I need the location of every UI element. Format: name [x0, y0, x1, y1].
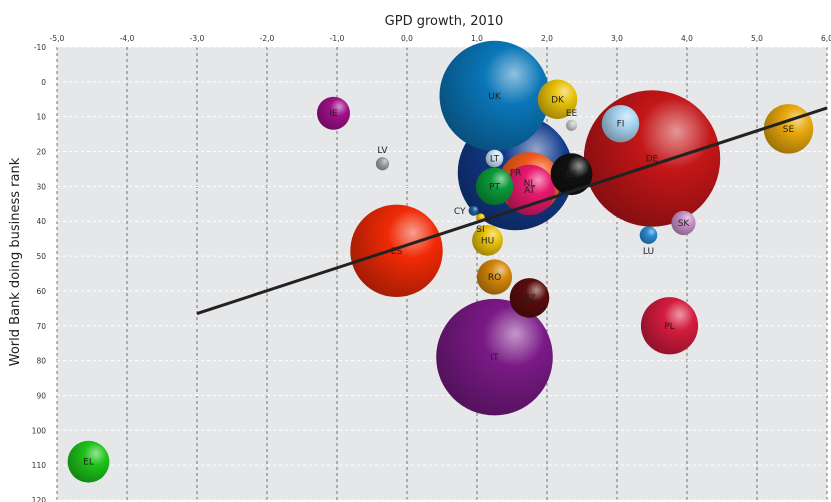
x-tick-label: 0,0 [401, 34, 413, 43]
bubble-label-es: ES [391, 247, 403, 257]
y-tick-label: 0 [41, 78, 46, 87]
x-tick-label: 3,0 [611, 34, 623, 43]
bubble-it[interactable] [436, 298, 553, 416]
plot-area [57, 47, 827, 500]
trend-line [196, 106, 828, 315]
bubble-sk[interactable] [671, 210, 696, 236]
bubble-el[interactable] [67, 440, 110, 483]
bubble-label-lv: LV [377, 146, 388, 156]
bubble-cy[interactable] [468, 205, 479, 216]
bubble-lt[interactable] [485, 149, 504, 168]
axis-ticks: -5,0 -4,0 -3,0 -2,0 -1,0 0,0 1,0 2,0 3,0 4,0 5,0 6,… [32, 34, 831, 502]
bubble-be[interactable] [550, 153, 593, 196]
x-tick-label: 1,0 [471, 34, 483, 43]
bubble-es[interactable] [350, 204, 443, 298]
y-tick-label: 50 [36, 252, 46, 261]
y-tick-label: 100 [32, 426, 47, 435]
bubble-label-el: EL [83, 458, 94, 468]
bubble-label-be: BE [566, 170, 578, 180]
x-tick-label: 6,0 [821, 34, 831, 43]
bubble-pl[interactable] [640, 297, 699, 355]
bubble-dk[interactable] [537, 79, 578, 120]
bubble-label-se: SE [783, 125, 795, 135]
x-tick-label: -5,0 [50, 34, 65, 43]
x-tick-label: -4,0 [120, 34, 135, 43]
bubble-label-pt: PT [489, 182, 500, 192]
bubble-label-ie: IE [329, 109, 338, 119]
bubble-lv[interactable] [375, 157, 390, 171]
bubble-label-lt: LT [490, 155, 500, 165]
bubble-fi[interactable] [601, 104, 640, 143]
bubble-lu[interactable] [639, 226, 658, 244]
bubble-label-pl: PL [664, 322, 674, 332]
y-tick-label: 120 [32, 496, 47, 502]
y-tick-label: 20 [36, 148, 46, 157]
bubble-label-hu: HU [481, 236, 494, 246]
bubble-hu[interactable] [472, 224, 503, 256]
x-tick-label: 5,0 [751, 34, 763, 43]
bubble-ie[interactable] [317, 96, 350, 130]
x-tick-label: -1,0 [330, 34, 345, 43]
x-tick-label: 4,0 [681, 34, 693, 43]
bubble-label-it: IT [490, 353, 499, 363]
bubble-pt[interactable] [475, 167, 514, 206]
bubble-label-ro: RO [488, 273, 501, 283]
y-tick-label: 10 [36, 113, 46, 122]
y-tick-label: 70 [36, 322, 46, 331]
chart-title: GPD growth, 2010 [385, 14, 504, 29]
bubble-at[interactable] [504, 164, 555, 216]
bubble-label-cy: CY [454, 207, 466, 217]
x-tick-label: 2,0 [541, 34, 553, 43]
bubble-label-nl: NL [524, 179, 536, 189]
y-axis-title: World Bank doing business rank [8, 157, 23, 366]
x-tick-label: -2,0 [260, 34, 275, 43]
bubble-label-fr: FR [510, 168, 521, 178]
y-tick-label: 90 [36, 391, 46, 400]
bubble-label-ee: EE [566, 109, 578, 119]
bubble-label-sk: SK [678, 219, 691, 229]
bubble-label-at: AT [524, 186, 535, 196]
x-tick-label: -3,0 [190, 34, 205, 43]
y-tick-label: 30 [36, 182, 46, 191]
bubble-label-si: SI [476, 225, 484, 235]
bubble-label-lu: LU [643, 247, 654, 257]
bubble-label-fi: FI [617, 120, 625, 130]
bubble-ee[interactable] [566, 119, 577, 131]
y-tick-label: 40 [36, 217, 46, 226]
y-tick-label: 110 [32, 461, 47, 470]
y-tick-label: -10 [34, 43, 46, 52]
y-tick-label: 80 [36, 357, 46, 366]
bubble-label-cz: CZ [523, 294, 535, 304]
y-tick-label: 60 [36, 287, 46, 296]
bubble-label-de: DE [646, 155, 659, 165]
bubble-uk[interactable] [439, 40, 550, 151]
bubble-label-uk: UK [488, 92, 502, 102]
bubble-cz[interactable] [509, 278, 550, 318]
bubble-ro[interactable] [476, 259, 513, 295]
bubble-label-dk: DK [551, 95, 565, 105]
